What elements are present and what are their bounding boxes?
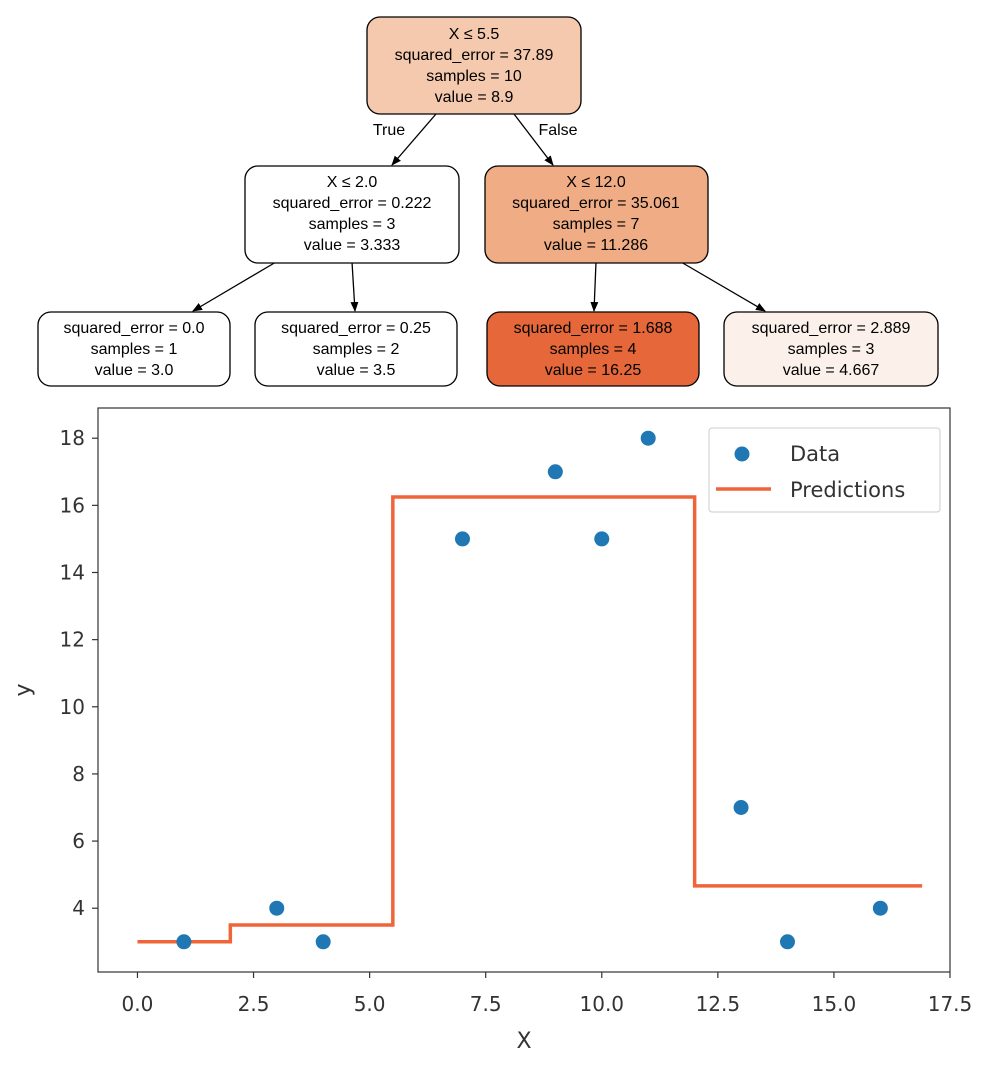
tree-node-root-line: squared_error = 37.89: [395, 47, 554, 64]
x-tick-label: 10.0: [580, 992, 625, 1016]
y-axis: 4 6 8 10 12 14 16 18: [60, 426, 98, 920]
x-tick-label: 2.5: [238, 992, 270, 1016]
tree-node-lr: squared_error = 0.25 samples = 2 value =…: [254, 311, 458, 387]
y-tick-label: 6: [72, 829, 85, 853]
data-point: [315, 934, 331, 950]
legend-frame: [708, 427, 941, 513]
tree-node-lr-line: value = 3.5: [317, 362, 396, 379]
legend-predictions-label: Predictions: [790, 478, 905, 502]
tree-node-right-line: squared_error = 35.061: [512, 195, 680, 212]
tree-node-rr: squared_error = 2.889 samples = 3 value …: [723, 311, 939, 387]
tree-node-right-box: [484, 165, 709, 264]
tree-node-ll: squared_error = 0.0 samples = 1 value = …: [37, 311, 231, 387]
y-tick-label: 16: [60, 493, 85, 517]
y-tick-label: 18: [60, 426, 85, 450]
tree-node-right-line: value = 11.286: [544, 237, 648, 254]
edge-root-right: [513, 113, 554, 166]
data-point: [594, 531, 610, 547]
data-point: [176, 934, 192, 950]
edge-right-rl: [590, 261, 599, 312]
y-tick-label: 4: [72, 896, 85, 920]
tree-node-left: X ≤ 2.0 squared_error = 0.222 samples = …: [244, 165, 460, 264]
x-tick-label: 12.5: [696, 992, 741, 1016]
prediction-plot: 0.0 2.5 5.0 7.5 10.0 12.5 15.0 17.5 4 6 8 10 12 14 16…: [11, 407, 973, 1054]
tree-node-left-line: samples = 3: [309, 216, 396, 233]
x-tick-label: 17.5: [928, 992, 973, 1016]
decision-tree: True False X ≤ 5.5 squared_error = 37.89…: [37, 16, 939, 387]
edge-right-rr: [680, 261, 766, 312]
tree-node-right-line: samples = 7: [553, 216, 640, 233]
tree-node-rl-line: squared_error = 1.688: [514, 320, 673, 337]
tree-node-lr-line: samples = 2: [313, 341, 400, 358]
y-tick-label: 12: [60, 628, 85, 652]
tree-node-root-line: value = 8.9: [435, 89, 514, 106]
data-point: [779, 934, 795, 950]
tree-node-rr-line: value = 4.667: [783, 362, 880, 379]
tree-node-ll-line: value = 3.0: [95, 362, 174, 379]
tree-node-root-line: samples = 10: [426, 68, 522, 85]
tree-node-left-line: squared_error = 0.222: [273, 195, 432, 212]
data-point: [454, 531, 470, 547]
plot-area-frame: [97, 407, 951, 973]
legend-data-label: Data: [790, 442, 840, 466]
tree-node-root-box: [366, 16, 582, 115]
y-tick-label: 14: [60, 561, 85, 585]
edge-left-lr: [350, 261, 359, 312]
legend: Data Predictions: [708, 427, 941, 513]
edge-root-left: [391, 113, 437, 166]
data-point: [640, 430, 656, 446]
edge-label-true: True: [373, 122, 405, 139]
tree-node-left-line: value = 3.333: [304, 237, 401, 254]
tree-edges: [192, 113, 766, 312]
predictions-line: [137, 495, 923, 944]
tree-node-left-line: X ≤ 2.0: [327, 174, 378, 191]
edge-left-ll: [192, 261, 277, 312]
tree-node-rl-box: [486, 311, 700, 387]
x-axis-label: X: [516, 1029, 531, 1054]
tree-node-left-box: [244, 165, 460, 264]
tree-node-ll-line: samples = 1: [91, 341, 178, 358]
y-tick-label: 10: [60, 695, 85, 719]
x-tick-label: 0.0: [122, 992, 154, 1016]
tree-node-rr-box: [723, 311, 939, 387]
x-axis: 0.0 2.5 5.0 7.5 10.0 12.5 15.0 17.5: [122, 972, 973, 1016]
x-tick-label: 7.5: [470, 992, 502, 1016]
plot-marks: [137, 430, 923, 950]
tree-node-rr-line: samples = 3: [788, 341, 875, 358]
tree-node-rl-line: value = 16.25: [545, 362, 642, 379]
tree-node-right: X ≤ 12.0 squared_error = 35.061 samples …: [484, 165, 709, 264]
legend-data-marker: [734, 446, 750, 462]
tree-node-lr-box: [254, 311, 458, 387]
tree-node-lr-line: squared_error = 0.25: [281, 320, 431, 337]
tree-node-rl: squared_error = 1.688 samples = 4 value …: [486, 311, 700, 387]
data-point: [269, 900, 285, 916]
tree-node-root: X ≤ 5.5 squared_error = 37.89 samples = …: [366, 16, 582, 115]
data-point: [547, 464, 563, 480]
tree-node-rr-line: squared_error = 2.889: [752, 320, 911, 337]
edge-label-false: False: [538, 122, 577, 139]
x-tick-label: 5.0: [354, 992, 386, 1016]
data-point: [872, 900, 888, 916]
y-axis-label: y: [11, 683, 36, 696]
data-point: [733, 800, 749, 815]
tree-node-rl-line: samples = 4: [550, 341, 637, 358]
tree-node-ll-box: [37, 311, 231, 387]
y-tick-label: 8: [72, 762, 85, 786]
tree-node-right-line: X ≤ 12.0: [566, 174, 626, 191]
tree-node-ll-line: squared_error = 0.0: [64, 320, 205, 337]
x-tick-label: 15.0: [812, 992, 857, 1016]
tree-node-root-line: X ≤ 5.5: [449, 26, 500, 43]
